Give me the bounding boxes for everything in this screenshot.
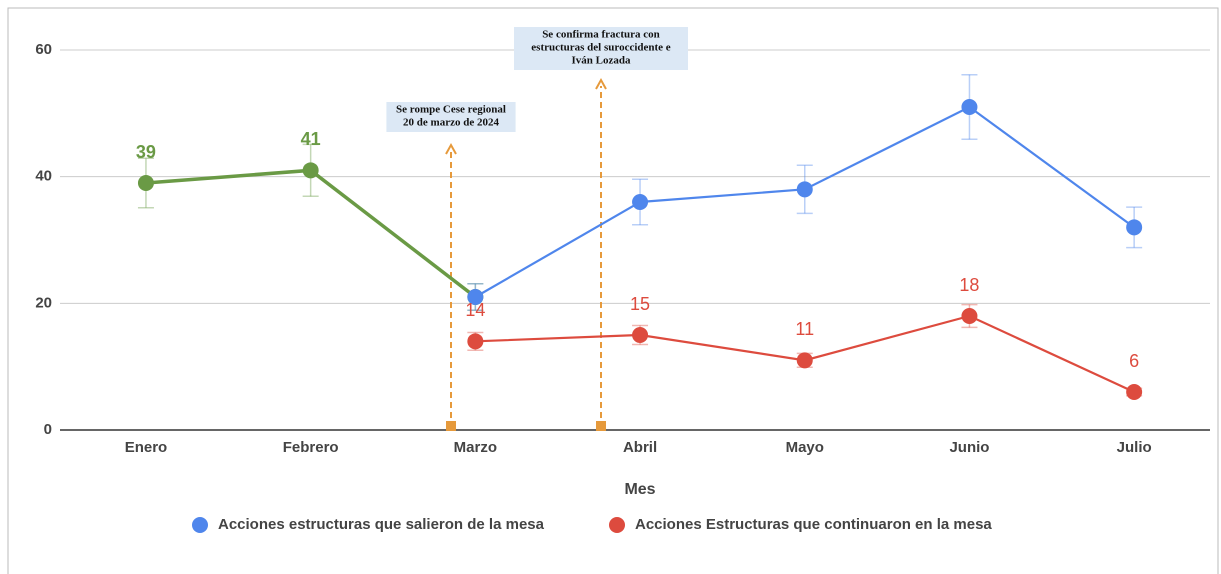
legend-label: Acciones Estructuras que continuaron en … <box>635 516 992 533</box>
annotation-text: 20 de marzo de 2024 <box>403 117 499 129</box>
data-point <box>961 99 978 115</box>
data-label: 14 <box>465 300 485 320</box>
x-tick-label: Abril <box>623 439 657 456</box>
data-point <box>632 194 649 210</box>
data-point <box>302 162 319 179</box>
arrow-head <box>595 77 607 90</box>
annotation-text: Iván Lozada <box>572 55 631 67</box>
legend-marker <box>192 517 208 533</box>
annotation-text: estructuras del suroccidente e <box>531 42 671 54</box>
legend-marker <box>609 517 625 533</box>
annotation-text: Se confirma fractura con <box>542 29 660 41</box>
data-label: 6 <box>1129 351 1139 371</box>
y-tick-label: 60 <box>35 41 52 58</box>
data-label: 18 <box>959 275 979 295</box>
frame <box>7 7 1219 574</box>
annotation-bg <box>386 102 516 132</box>
x-tick-label: Julio <box>1117 439 1152 456</box>
x-tick-label: Enero <box>125 439 168 456</box>
y-tick-label: 40 <box>35 168 52 185</box>
data-label: 15 <box>630 294 650 314</box>
data-point <box>137 175 154 191</box>
y-tick-label: 0 <box>44 421 52 438</box>
data-point <box>796 352 813 369</box>
arrow-head <box>445 142 457 155</box>
data-point <box>961 308 978 324</box>
data-point <box>1126 219 1143 236</box>
data-point <box>796 181 813 198</box>
x-tick-label: Junio <box>949 439 989 456</box>
data-point <box>632 327 649 343</box>
annotation-bg <box>514 27 688 70</box>
x-tick-label: Mayo <box>786 439 824 456</box>
data-point <box>467 289 484 305</box>
x-axis-title: Mes <box>624 481 655 498</box>
legend-label: Acciones estructuras que salieron de la … <box>218 516 545 533</box>
x-tick-label: Febrero <box>283 439 339 456</box>
data-label: 11 <box>795 319 814 339</box>
data-point <box>1126 384 1143 400</box>
data-label: 41 <box>301 129 321 149</box>
arrow-base <box>446 421 456 431</box>
data-point <box>467 333 484 350</box>
annotation-text: Se rompe Cese regional <box>396 104 506 116</box>
y-tick-label: 20 <box>35 294 52 311</box>
data-label: 39 <box>136 142 156 162</box>
x-tick-label: Marzo <box>454 439 497 456</box>
arrow-base <box>596 421 606 431</box>
